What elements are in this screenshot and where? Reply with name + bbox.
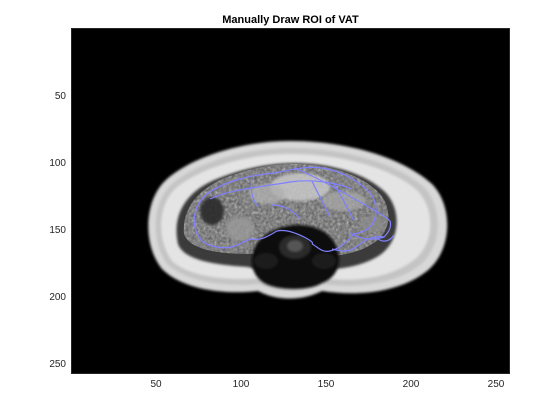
figure-title: Manually Draw ROI of VAT <box>222 14 359 26</box>
y-tick-label: 50 <box>54 91 66 102</box>
mri-image <box>148 141 448 299</box>
x-tick-label: 250 <box>487 379 505 390</box>
y-tick-label: 200 <box>49 292 66 303</box>
y-tick-label: 150 <box>49 225 66 236</box>
x-tick-label: 200 <box>402 379 420 390</box>
x-tick-label: 100 <box>232 379 250 390</box>
x-tick-label: 50 <box>150 379 162 390</box>
y-tick-label: 100 <box>49 158 66 169</box>
y-tick-label: 250 <box>49 359 66 370</box>
x-tick-label: 150 <box>317 379 335 390</box>
image-axes[interactable] <box>71 28 510 374</box>
roi-contour[interactable] <box>193 166 395 252</box>
